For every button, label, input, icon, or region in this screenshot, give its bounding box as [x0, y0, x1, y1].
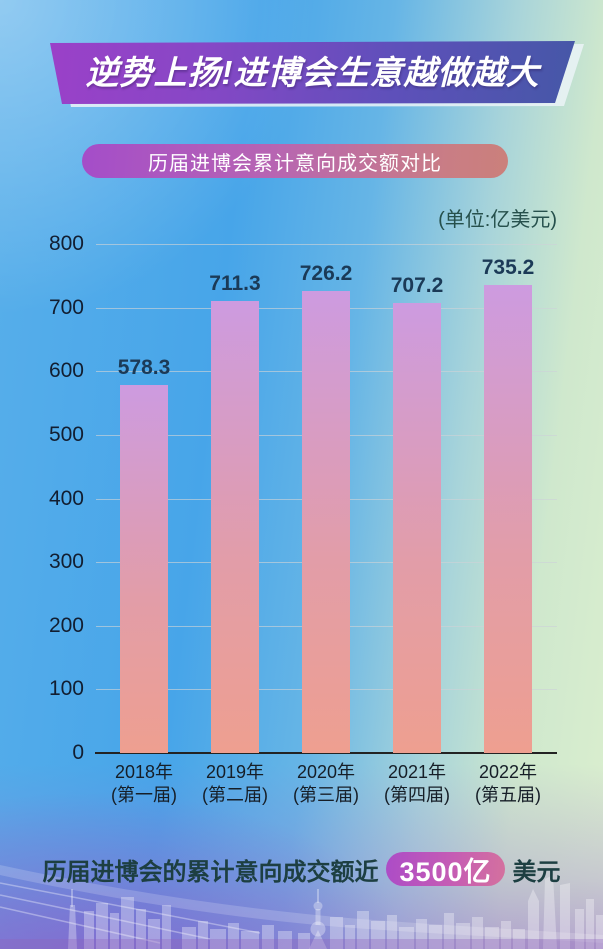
x-axis-label: 2021年 (第四届) [362, 761, 472, 807]
bridge-swoosh-shape [0, 865, 603, 943]
chart-subtitle-label: 历届进博会累计意向成交额对比 [148, 152, 442, 175]
bar-2020年 [302, 291, 350, 753]
bar-value-label: 707.2 [390, 274, 444, 297]
y-tick-label-700: 700 [48, 295, 84, 319]
footer-highlight-pill: 3500亿 [386, 852, 505, 887]
x-axis-label-session: (第二届) [202, 785, 268, 805]
y-tick-label-600: 600 [48, 359, 84, 383]
canton-tower-silhouette [68, 905, 77, 949]
bar-value-label: 578.3 [117, 356, 171, 379]
x-axis-line [95, 752, 557, 754]
x-axis-label-year: 2021年 [387, 762, 447, 782]
gridline-800 [96, 244, 557, 246]
swfc-tower-silhouette [560, 883, 570, 949]
light-streaks [0, 882, 261, 944]
y-tick-label-400: 400 [48, 486, 84, 510]
x-axis-label: 2020年 (第三届) [271, 761, 381, 807]
x-axis-label-year: 2020年 [296, 762, 356, 782]
y-tick-label-100: 100 [48, 677, 84, 701]
x-axis-label-session: (第一届) [111, 785, 177, 805]
x-axis-label-year: 2022年 [478, 762, 538, 782]
x-axis-label-year: 2018年 [114, 762, 174, 782]
bar-value-label: 726.2 [299, 262, 353, 285]
bar-value-label: 735.2 [481, 256, 535, 279]
y-tick-label-200: 200 [48, 613, 84, 637]
unit-label: (单位:亿美元) [438, 209, 557, 231]
footer-caption: 历届进博会的累计意向成交额近 3500亿 美元 [0, 851, 603, 887]
x-axis-label-year: 2019年 [205, 762, 265, 782]
footer-highlight-value: 3500亿 [399, 856, 492, 887]
bar-2019年 [211, 301, 259, 753]
jinmao-tower-silhouette [528, 889, 539, 949]
footer-text-prefix: 历届进博会的累计意向成交额近 [42, 858, 379, 886]
footer-text-suffix: 美元 [512, 858, 561, 886]
bar-value-label: 711.3 [209, 272, 261, 295]
x-axis-label: 2019年 (第二届) [180, 761, 290, 807]
x-axis-label-session: (第三届) [293, 785, 359, 805]
x-axis-label-session: (第四届) [384, 785, 450, 805]
poster-title: 逆势上扬!进博会生意越做越大 [85, 54, 540, 91]
x-axis-label: 2022年 (第五届) [453, 761, 563, 807]
bar-2018年 [120, 385, 168, 753]
y-tick-label-800: 800 [48, 232, 84, 256]
y-tick-label-500: 500 [48, 423, 84, 446]
chart-subtitle-pill: 历届进博会累计意向成交额对比 [82, 144, 508, 178]
bar-2021年 [393, 303, 441, 753]
city-skyline-graphic [0, 865, 603, 949]
oriental-pearl-tower-silhouette [309, 889, 327, 949]
bar-2022年 [484, 285, 532, 753]
y-tick-label-0: 0 [72, 741, 84, 764]
x-axis-label-session: (第五届) [475, 785, 541, 805]
shanghai-tower-silhouette [543, 875, 557, 949]
x-axis-label: 2018年 (第一届) [89, 761, 199, 807]
y-tick-label-300: 300 [48, 550, 84, 574]
title-banner: 逆势上扬!进博会生意越做越大 [50, 41, 575, 104]
